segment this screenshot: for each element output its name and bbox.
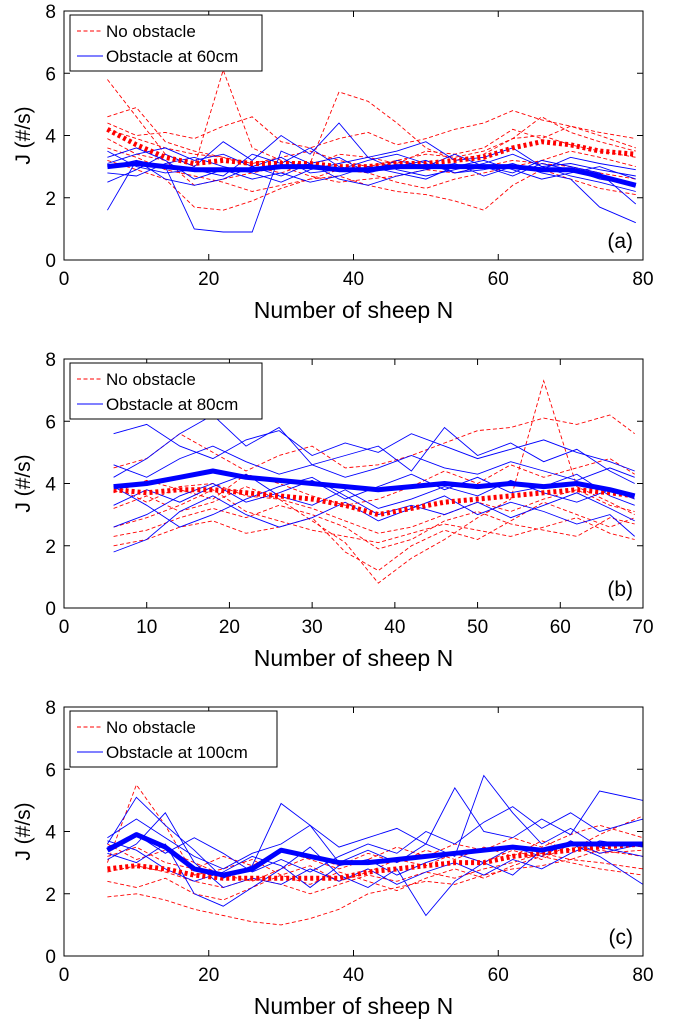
run-line-obstacle (113, 473, 635, 528)
run-line-no-obstacle (113, 501, 635, 572)
panel-label: (c) (609, 926, 634, 949)
x-tick-label: 50 (467, 617, 488, 638)
run-line-no-obstacle (107, 91, 636, 174)
run-line-no-obstacle (107, 849, 643, 895)
y-tick-label: 8 (45, 2, 56, 23)
x-tick-label: 40 (343, 965, 364, 986)
x-tick-label: 60 (488, 965, 509, 986)
y-tick-label: 2 (45, 537, 56, 558)
x-tick-label: 20 (198, 965, 219, 986)
legend-entry-obstacle: Obstacle at 100cm (106, 743, 248, 762)
legend-box (69, 14, 263, 72)
legend-entry-no-obstacle: No obstacle (106, 718, 196, 737)
chart-panel-1: 0 20 40 60 80 0 2 4 6 8 Number of sheep N J (#/s) (a… (12, 2, 654, 323)
x-tick-label: 40 (343, 269, 364, 290)
legend-entry-obstacle: Obstacle at 80cm (106, 395, 238, 414)
x-tick-label: 60 (488, 269, 509, 290)
y-tick-label: 4 (45, 823, 56, 844)
y-tick-label: 2 (45, 885, 56, 906)
x-tick-label: 0 (59, 617, 70, 638)
y-tick-label: 8 (45, 350, 56, 371)
plot-lines (106, 68, 637, 233)
legend-box (69, 710, 278, 768)
y-axis-label: J (#/s) (12, 454, 35, 512)
run-line-obstacle (107, 840, 643, 889)
run-line-no-obstacle (113, 504, 635, 550)
run-line-no-obstacle (107, 110, 636, 149)
plot-lines (106, 774, 643, 926)
y-tick-label: 0 (45, 251, 56, 272)
run-line-obstacle (113, 473, 635, 509)
x-tick-label: 0 (59, 965, 70, 986)
run-line-obstacle (107, 147, 636, 186)
run-line-no-obstacle (106, 783, 643, 882)
run-line-no-obstacle (107, 68, 636, 168)
x-axis-label: Number of sheep N (254, 645, 453, 671)
y-tick-label: 6 (45, 412, 56, 433)
x-tick-label: 70 (632, 617, 653, 638)
x-tick-label: 80 (632, 965, 653, 986)
x-tick-label: 40 (384, 617, 405, 638)
y-tick-label: 4 (45, 475, 56, 496)
run-line-no-obstacle (113, 414, 635, 472)
run-line-obstacle (113, 476, 635, 528)
mean-line-obstacle (107, 161, 637, 188)
run-line-obstacle (113, 495, 635, 553)
run-line-obstacle (107, 812, 643, 889)
run-line-obstacle (113, 423, 635, 472)
x-tick-label: 30 (302, 617, 323, 638)
mean-line-obstacle (106, 832, 643, 878)
run-line-obstacle (107, 153, 636, 192)
chart-panel-3: 0 20 40 60 80 0 2 4 6 8 Number of sheep N J (#/s) (c… (12, 698, 654, 1019)
y-axis-label: J (#/s) (12, 106, 35, 164)
mean-line-no-obstacle (113, 487, 636, 518)
x-tick-label: 80 (632, 269, 653, 290)
run-line-obstacle (107, 843, 643, 917)
legend-box (69, 362, 263, 420)
x-tick-label: 10 (136, 617, 157, 638)
y-tick-label: 2 (45, 189, 56, 210)
panel-label: (b) (607, 578, 633, 601)
y-tick-label: 6 (45, 760, 56, 781)
legend-entry-no-obstacle: No obstacle (106, 22, 196, 41)
legend-entry-no-obstacle: No obstacle (106, 370, 196, 389)
x-tick-label: 60 (550, 617, 571, 638)
run-line-obstacle (107, 806, 643, 873)
y-tick-label: 0 (45, 947, 56, 968)
x-axis-label: Number of sheep N (254, 297, 453, 323)
run-line-obstacle (107, 147, 636, 183)
legend-entry-obstacle: Obstacle at 60cm (106, 47, 238, 66)
run-line-no-obstacle (113, 379, 635, 584)
run-line-obstacle (113, 445, 635, 481)
x-tick-label: 20 (219, 617, 240, 638)
mean-line-obstacle (113, 468, 636, 499)
y-axis-label: J (#/s) (12, 802, 35, 860)
mean-line-no-obstacle (106, 127, 637, 170)
y-tick-label: 0 (45, 599, 56, 620)
y-tick-label: 4 (45, 127, 56, 148)
y-tick-label: 6 (45, 64, 56, 85)
run-line-obstacle (107, 774, 643, 879)
x-tick-label: 0 (59, 269, 70, 290)
run-line-no-obstacle (107, 859, 643, 926)
y-tick-label: 8 (45, 698, 56, 719)
run-line-no-obstacle (113, 489, 635, 544)
plot-lines (113, 379, 636, 584)
chart-panel-2: 0 10 20 30 40 50 60 70 0 2 4 6 8 Number of sheep N J (… (12, 350, 654, 671)
run-line-obstacle (113, 414, 635, 484)
x-axis-label: Number of sheep N (254, 993, 453, 1019)
x-tick-label: 20 (198, 269, 219, 290)
run-line-obstacle (107, 787, 643, 870)
panel-label: (a) (607, 230, 633, 253)
